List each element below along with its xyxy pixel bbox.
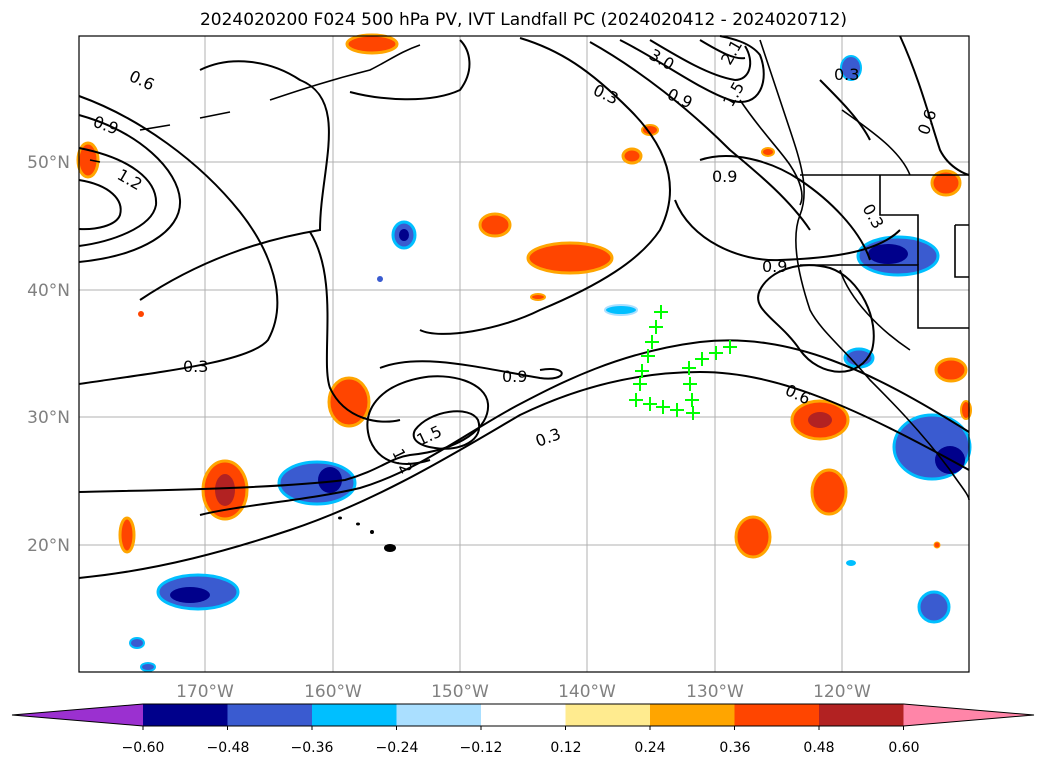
lon-label: 140°W — [558, 682, 616, 702]
contour-labels: 0.6 0.9 1.2 0.3 0.9 1.5 1.2 0.3 0.6 0.9 … — [91, 36, 941, 476]
map-frame — [78, 35, 970, 673]
pv-shading — [76, 33, 972, 672]
lon-tick-labels: 170°W 160°W 150°W 140°W 130°W 120°W — [176, 682, 871, 702]
colorbar-tick-labels: −0.60 −0.48 −0.36 −0.24 −0.12 0.12 0.24 … — [122, 740, 920, 756]
colorbar-tick-label: 0.48 — [803, 740, 834, 756]
coastlines — [89, 39, 970, 501]
colorbar-segment — [734, 704, 820, 726]
ivt-contours — [78, 35, 970, 579]
colorbar-segment — [143, 704, 228, 726]
lat-label: 40°N — [27, 281, 70, 301]
colorbar-tick-label: −0.60 — [122, 740, 165, 756]
lon-label: 120°W — [813, 682, 871, 702]
colorbar — [11, 703, 1035, 730]
lon-label: 130°W — [686, 682, 744, 702]
contour-label: 0.9 — [762, 257, 787, 276]
lon-label: 160°W — [304, 682, 362, 702]
map-title: 2024020200 F024 500 hPa PV, IVT Landfall… — [199, 10, 847, 30]
colorbar-segment — [227, 704, 313, 726]
colorbar-tick-label: −0.48 — [207, 740, 250, 756]
colorbar-tick-label: 0.24 — [634, 740, 665, 756]
lon-label: 170°W — [176, 682, 234, 702]
contour-label: 0.9 — [502, 367, 527, 386]
colorbar-extend-left — [12, 704, 143, 726]
colorbar-tick-label: −0.12 — [460, 740, 503, 756]
lat-label: 50°N — [27, 153, 70, 173]
colorbar-segment — [312, 704, 397, 726]
colorbar-segment — [819, 704, 904, 726]
lat-tick-labels: 50°N 40°N 30°N 20°N — [27, 153, 70, 556]
colorbar-segment — [396, 704, 482, 726]
colorbar-segment — [481, 704, 566, 726]
colorbar-tick-label: 0.36 — [719, 740, 750, 756]
colorbar-tick-label: −0.36 — [291, 740, 334, 756]
colorbar-segment — [650, 704, 735, 726]
contour-label: 0.9 — [712, 167, 737, 186]
contour-label: 0.3 — [183, 357, 208, 376]
contour-label: 0.3 — [834, 65, 859, 84]
lat-label: 30°N — [27, 408, 70, 428]
islands — [338, 516, 396, 552]
lat-label: 20°N — [27, 536, 70, 556]
colorbar-tick-label: 0.12 — [550, 740, 581, 756]
map-panel — [79, 36, 969, 672]
colorbar-tick-label: 0.60 — [888, 740, 919, 756]
colorbar-segment — [565, 704, 651, 726]
landfall-markers — [629, 305, 737, 420]
lon-label: 150°W — [431, 682, 489, 702]
colorbar-tick-label: −0.24 — [376, 740, 419, 756]
colorbar-extend-right — [903, 704, 1034, 726]
